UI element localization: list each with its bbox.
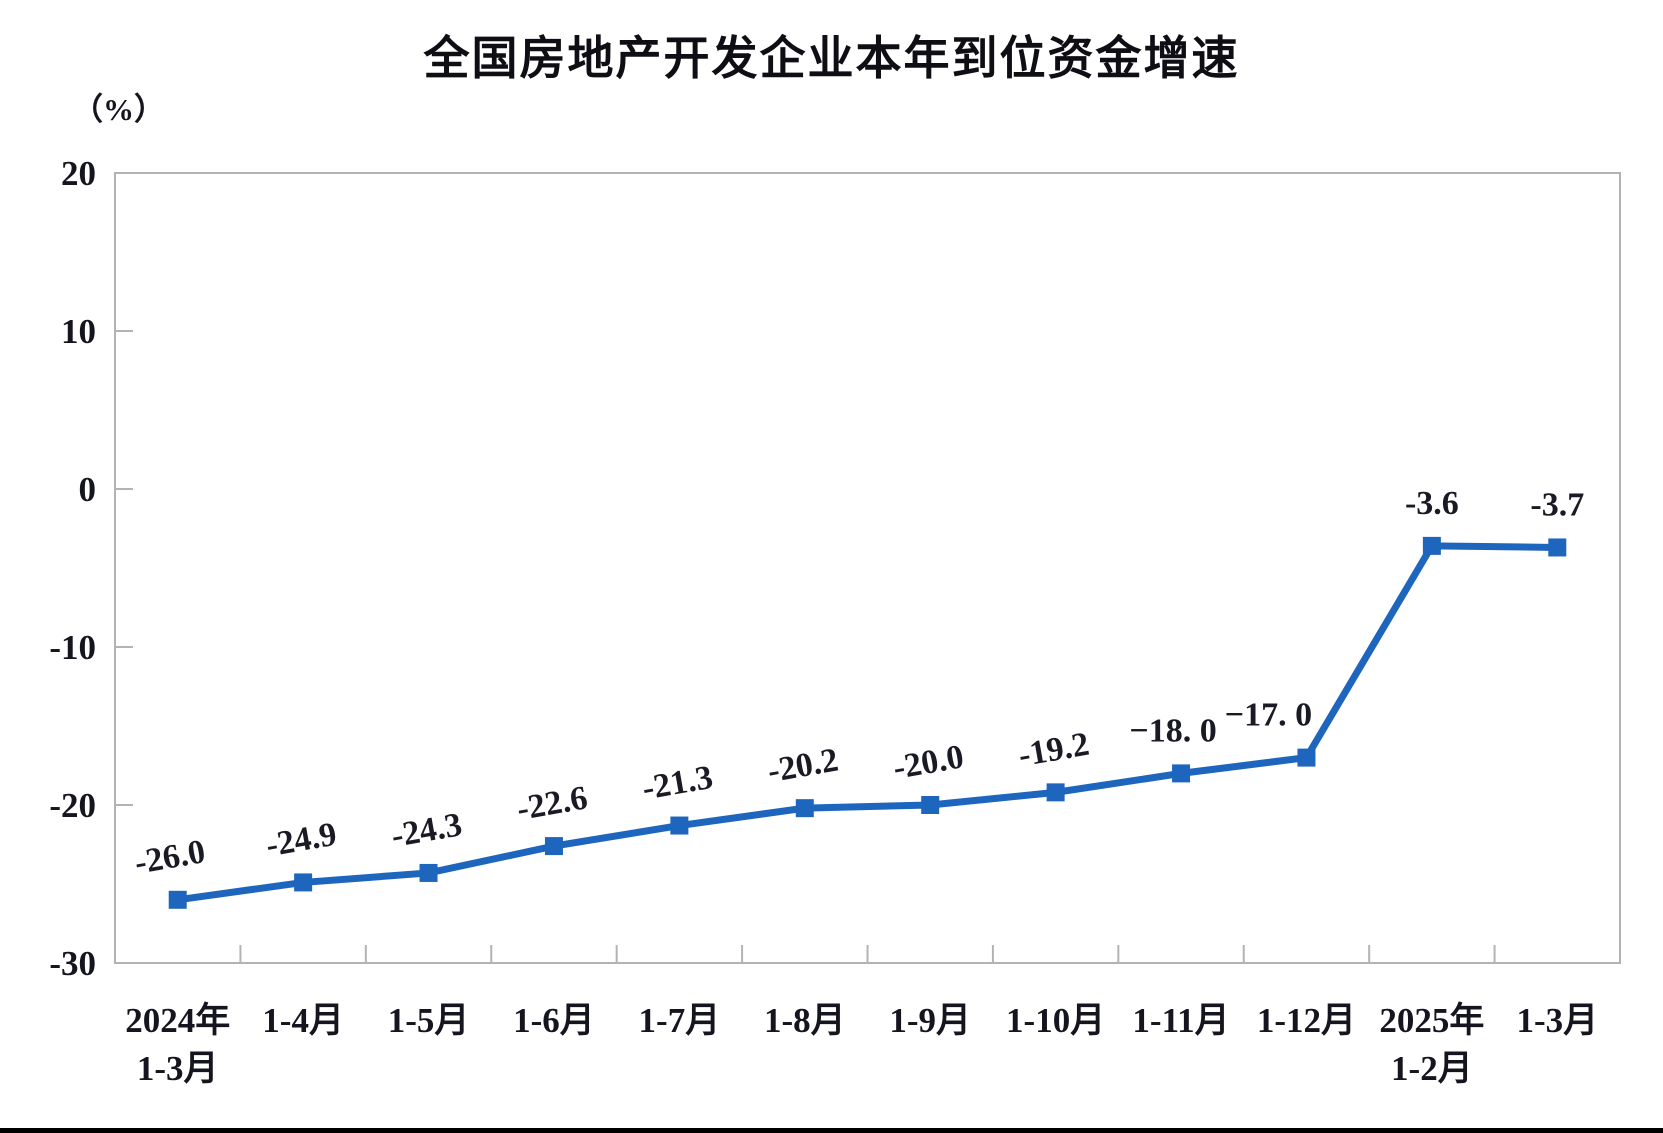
y-axis-tick-label: 10 [61,312,96,351]
data-point-marker [1046,783,1065,802]
data-point-marker [1172,764,1191,783]
data-point-marker [1297,748,1316,767]
chart-title: 全国房地产开发企业本年到位资金增速 [423,32,1240,84]
y-axis-unit-label: （%） [72,92,165,127]
data-point-label: -20.0 [890,738,966,787]
y-axis-tick-label: -20 [49,786,96,825]
x-axis-category-label: 1-12月 [1257,1001,1356,1040]
x-axis-category-label: 1-7月 [639,1001,721,1040]
data-point-label: -19.2 [1016,726,1092,775]
x-axis-category-label: 1-11月 [1132,1001,1229,1040]
x-axis-category-label: 1-8月 [764,1001,846,1040]
data-point-marker [1422,536,1441,555]
x-axis-category-label: 1-4月 [262,1001,344,1040]
data-point-label: -24.3 [389,806,465,855]
data-point-marker [419,863,438,882]
data-point-marker [795,799,814,818]
data-point-marker [168,890,187,909]
y-axis-tick-label: 20 [61,154,96,193]
data-point-label: -22.6 [514,779,590,828]
data-point-label: −18. 0 [1129,712,1216,749]
data-point-marker [670,816,689,835]
y-axis-tick-label: -10 [49,628,96,667]
series-line [177,542,1558,904]
y-axis-tick-label: -30 [49,944,96,983]
x-axis-category-label: 1-5月 [388,1001,470,1040]
data-point-marker [1548,538,1567,557]
data-point-marker [921,796,940,814]
x-axis-category-label: 1-10月 [1006,1001,1105,1040]
x-axis-category-label: 2025年 1-2月 [1379,1001,1484,1088]
data-point-label: -24.9 [263,816,339,865]
data-point-marker [294,873,313,892]
data-point-label: -3.6 [1405,485,1459,522]
data-point-label: -3.7 [1530,486,1584,523]
plot-border [114,172,1621,964]
data-point-label: -20.2 [765,741,841,790]
x-axis-category-label: 1-6月 [513,1001,595,1040]
data-point-label: -21.3 [639,759,715,808]
x-axis-category-label: 1-9月 [889,1001,971,1040]
data-point-marker [544,837,563,856]
x-axis-category-label: 2024年 1-3月 [125,1001,230,1088]
data-point-label: −17. 0 [1225,697,1312,734]
data-point-label: -26.0 [132,833,208,882]
x-axis-category-label: 1-3月 [1516,1001,1598,1040]
y-axis-tick-label: 0 [79,470,97,509]
bottom-divider [0,1128,1663,1133]
